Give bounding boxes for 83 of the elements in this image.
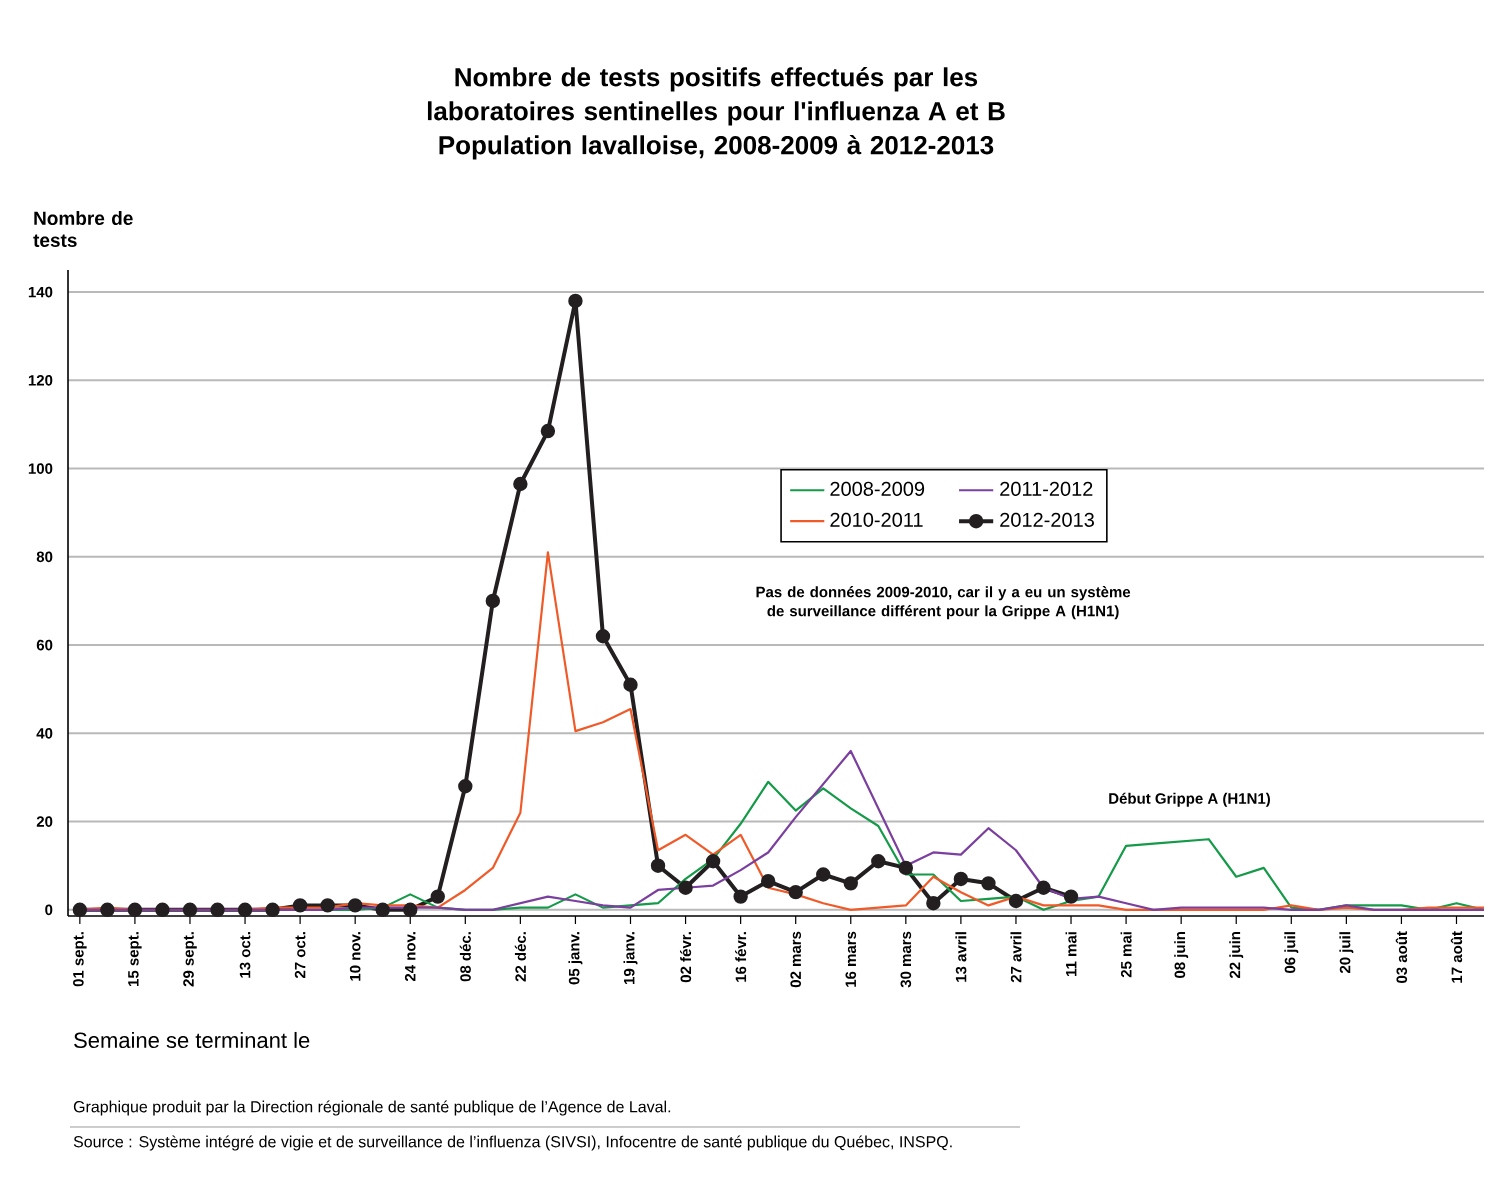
point xyxy=(72,902,88,918)
point xyxy=(1036,880,1051,895)
point xyxy=(705,854,721,869)
x-tick-label: 01 sept. xyxy=(73,932,87,987)
x-tick-label: 24 nov. xyxy=(404,932,416,982)
y-tick-label: 100 xyxy=(28,463,53,474)
point xyxy=(403,902,418,918)
point xyxy=(568,293,583,309)
x-tick-label: 16 mars xyxy=(845,931,857,987)
x-tick-label: 05 janv. xyxy=(568,932,583,985)
point xyxy=(320,898,335,913)
point xyxy=(898,860,914,876)
y-tick-label: 80 xyxy=(36,551,53,563)
x-tick-label: 20 juil xyxy=(1339,932,1354,974)
legend-label: 2008-2009 xyxy=(830,481,925,496)
chart-title: Nombre de tests positifs effectués par les laboratoires sentinelles pour l'influenza A et B xyxy=(427,67,1005,126)
point xyxy=(1008,893,1024,909)
legend-label: 2010-2011 xyxy=(830,512,923,527)
chart-subtitle: Population lavalloise, 2008-2009 à 2012-2013 xyxy=(439,135,994,160)
y-tick-label: 0 xyxy=(45,904,53,916)
x-tick-label: 06 juil xyxy=(1284,932,1299,973)
point xyxy=(347,898,363,913)
point xyxy=(595,629,611,644)
source-note: Source : Système intégré de vigie et de surveillance de l’influenza (SIVSI), Infocentre de santé publique du Québec, INSPQ. xyxy=(73,1135,952,1151)
point xyxy=(733,889,748,904)
point xyxy=(485,593,501,609)
x-tick-label: 11 mai xyxy=(1065,932,1077,976)
point xyxy=(871,854,886,869)
point xyxy=(843,876,858,891)
y-tick-label: 60 xyxy=(36,639,53,651)
x-tick-label: 10 nov. xyxy=(349,932,361,981)
x-axis-title: Semaine se terminant le xyxy=(74,1031,310,1049)
x-tick-label: 08 juin xyxy=(1174,932,1189,978)
point xyxy=(981,876,996,891)
point xyxy=(210,902,225,918)
x-tick-label: 16 févr. xyxy=(735,932,747,982)
x-tick-label: 19 janv. xyxy=(623,932,638,985)
point xyxy=(375,902,390,918)
point xyxy=(430,889,445,904)
point xyxy=(458,779,473,794)
text: Graphique produit par la Direction régionale de santé publique de l’Agence de Laval. xyxy=(73,1100,671,1116)
x-tick-label: 27 avril xyxy=(1010,932,1022,983)
point xyxy=(265,902,280,918)
x-tick-label: 30 mars xyxy=(900,931,912,988)
x-tick-label: 02 févr. xyxy=(679,932,692,983)
point xyxy=(513,476,528,492)
point xyxy=(650,858,666,873)
point xyxy=(926,896,941,911)
x-tick-label: 13 avril xyxy=(955,932,967,982)
point xyxy=(100,902,115,918)
point xyxy=(953,871,969,887)
y-tick-label: 120 xyxy=(28,375,53,386)
point xyxy=(760,873,776,889)
legend-label: 2012-2013 xyxy=(1000,512,1094,527)
x-tick-label: 25 mai xyxy=(1120,932,1132,978)
x-tick-label: 15 sept. xyxy=(128,932,142,986)
y-tick-label: 140 xyxy=(28,286,53,298)
x-tick-label: 17 août xyxy=(1450,931,1463,983)
point xyxy=(182,902,198,918)
point xyxy=(127,902,143,918)
point xyxy=(1063,889,1079,904)
point xyxy=(237,902,253,918)
point xyxy=(292,898,308,913)
legend-label: 2011-2012 xyxy=(1000,481,1093,496)
x-tick-label: 02 mars xyxy=(790,931,802,988)
x-tick-label: 08 déc. xyxy=(459,932,471,982)
y-tick-label: 20 xyxy=(36,816,53,827)
point xyxy=(623,677,638,692)
y-axis-title: Nombre de tests xyxy=(33,211,133,248)
point xyxy=(540,423,556,439)
point xyxy=(155,902,170,918)
point xyxy=(788,884,803,900)
x-tick-label: 22 déc. xyxy=(514,932,526,982)
x-tick-label: 13 oct. xyxy=(239,932,251,978)
point xyxy=(678,880,693,895)
x-tick-label: 27 oct. xyxy=(294,932,306,979)
x-tick-label: 29 sept. xyxy=(183,932,197,987)
x-tick-label: 22 juin xyxy=(1229,932,1244,979)
point xyxy=(816,867,831,882)
annotation: Pas de données 2009-2010, car il y a eu un système de surveillance différent pour la Grippe A (H1N1) xyxy=(756,586,1131,620)
x-tick-label: 03 août xyxy=(1395,931,1408,983)
annotation: Début Grippe A (H1N1) xyxy=(1109,792,1270,807)
y-tick-label: 40 xyxy=(36,728,53,739)
